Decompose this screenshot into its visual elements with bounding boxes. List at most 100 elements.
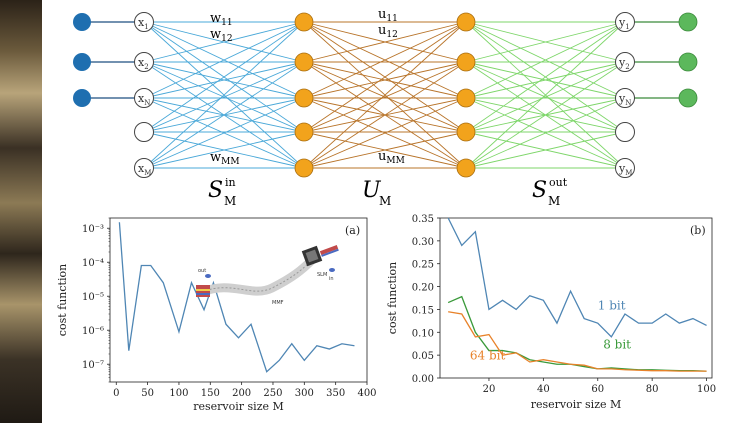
reservoir-node [456, 52, 476, 72]
network-diagram: x1 x2 xN xM y1 y2 yN yM w11 w12 wMM u11 u12 uMM… [73, 7, 698, 208]
x-tick-label: 80 [646, 384, 659, 395]
output-node [678, 88, 698, 108]
x-node-label: xM [138, 162, 151, 177]
x-tick-label: 50 [141, 388, 154, 399]
series-label-64-bit: 64 bit [470, 349, 506, 363]
x-node-label: xN [138, 92, 150, 107]
reservoir-node [294, 122, 314, 142]
x-tick-label: 0 [113, 388, 119, 399]
y-tick-label: 0.25 [412, 260, 434, 271]
w-edge [143, 61, 305, 133]
s-in-label: S [208, 178, 223, 203]
y-node-label: yN [618, 92, 631, 107]
u11-label: u11 [378, 7, 398, 24]
chart-b-ylabel: cost function [386, 262, 399, 334]
chart-b-axes: 20 40 60 80 100 0.00 0.05 0.10 0.15 0.20 0.25 0.30 0… [386, 214, 716, 411]
chart-a-frame [109, 217, 368, 383]
x-tick-label: 40 [537, 384, 550, 395]
inset-out-label: out [198, 268, 206, 274]
y-tick-label: 0.20 [412, 283, 434, 294]
reservoir-node [294, 12, 314, 32]
x-node [134, 88, 154, 108]
chart-a-axes: 0 50 100 150 200 250 300 350 400 10⁻³ 10⁻⁴ 10⁻⁵ 10⁻⁶… [56, 217, 377, 413]
x-node [134, 52, 154, 72]
x-node [134, 12, 154, 32]
u-edge [303, 61, 467, 133]
u-block-label: U [362, 178, 382, 203]
wmm-label: wMM [210, 150, 240, 167]
u-edge [303, 21, 467, 99]
w-edge [143, 61, 305, 99]
series-label-1-bit: 1 bit [598, 298, 626, 312]
x-node-label: x2 [138, 56, 149, 71]
w-edge [143, 21, 305, 133]
series-label-8-bit: 8 bit [603, 337, 631, 351]
s-in-sup: in [225, 176, 236, 189]
chart-a-ylabel: cost function [56, 264, 69, 336]
s-out-edge [465, 97, 626, 169]
series-line-1-bit [447, 217, 707, 338]
x-node [134, 122, 154, 142]
u-edge [303, 61, 467, 169]
y-tick-label: 10⁻⁷ [82, 360, 104, 371]
network-nodes: x1 x2 xN xM y1 y2 yN yM [73, 12, 698, 178]
inset-in-label: in [329, 276, 334, 282]
s-out-sub: M [548, 194, 560, 208]
chart-a-inset-mmf-setup: out in MMF SLM [196, 245, 339, 306]
y-node-label: y2 [618, 56, 630, 71]
s-out-edge [465, 131, 626, 169]
w-edge [143, 21, 305, 63]
inset-mmf-label: MMF [272, 300, 284, 306]
s-out-label: S [532, 178, 547, 203]
y-node [615, 12, 635, 32]
reservoir-node [294, 52, 314, 72]
s-out-sup: out [549, 176, 568, 189]
w-edge [143, 131, 305, 169]
x-tick-label: 100 [697, 384, 716, 395]
reservoir-node [456, 122, 476, 142]
y-node [615, 52, 635, 72]
w-edge [143, 61, 305, 169]
x-tick-label: 250 [263, 388, 282, 399]
y-node-label: yM [618, 162, 632, 177]
u-edge [303, 131, 467, 169]
y-tick-label: 0.35 [412, 214, 434, 225]
s-out-edge [465, 61, 626, 133]
w11-label: w11 [210, 11, 233, 28]
chart-b-xlabel: reservoir size M [531, 398, 622, 411]
y-node [615, 158, 635, 178]
reservoir-node [456, 158, 476, 178]
x-tick-label: 100 [169, 388, 188, 399]
chart-a: 0 50 100 150 200 250 300 350 400 10⁻³ 10⁻⁴ 10⁻⁵ 10⁻⁶… [56, 217, 377, 413]
y-tick-label: 0.05 [412, 351, 434, 362]
u-block-sub: M [379, 194, 391, 208]
reservoir-node [456, 88, 476, 108]
x-node-label: x1 [138, 16, 149, 31]
network-edges [82, 21, 688, 169]
y-node [615, 122, 635, 142]
series-line [118, 222, 355, 373]
input-node [73, 89, 91, 107]
s-out-edge [465, 61, 626, 99]
input-node [73, 13, 91, 31]
output-node [678, 12, 698, 32]
reservoir-node [294, 158, 314, 178]
x-tick-label: 200 [232, 388, 251, 399]
w-edge [143, 21, 305, 99]
y-tick-label: 0.00 [412, 374, 434, 385]
network-labels: w11 w12 wMM u11 u12 uMM S in M U M S out… [208, 7, 568, 208]
x-tick-label: 20 [483, 384, 496, 395]
x-node [134, 158, 154, 178]
s-out-edge [465, 21, 626, 63]
y-tick-label: 10⁻⁵ [82, 292, 104, 303]
series-line-64-bit [448, 311, 707, 372]
y-tick-label: 0.10 [412, 328, 434, 339]
chart-b: 20 40 60 80 100 0.00 0.05 0.10 0.15 0.20 0.25 0.30 0… [386, 214, 716, 411]
u-edge [303, 97, 467, 169]
w12-label: w12 [210, 27, 233, 44]
x-tick-label: 60 [591, 384, 604, 395]
y-tick-label: 10⁻⁶ [82, 326, 104, 337]
s-out-edge [465, 21, 626, 133]
input-node [73, 53, 91, 71]
